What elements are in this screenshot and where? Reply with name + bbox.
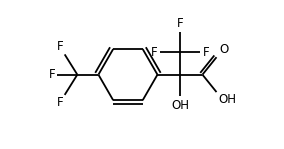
Text: OH: OH — [219, 93, 237, 107]
Text: F: F — [202, 46, 209, 59]
Text: F: F — [57, 96, 63, 109]
Text: O: O — [219, 43, 229, 56]
Text: F: F — [49, 68, 56, 81]
Text: F: F — [57, 40, 63, 53]
Text: OH: OH — [171, 99, 189, 112]
Text: F: F — [177, 17, 183, 30]
Text: F: F — [151, 46, 157, 59]
